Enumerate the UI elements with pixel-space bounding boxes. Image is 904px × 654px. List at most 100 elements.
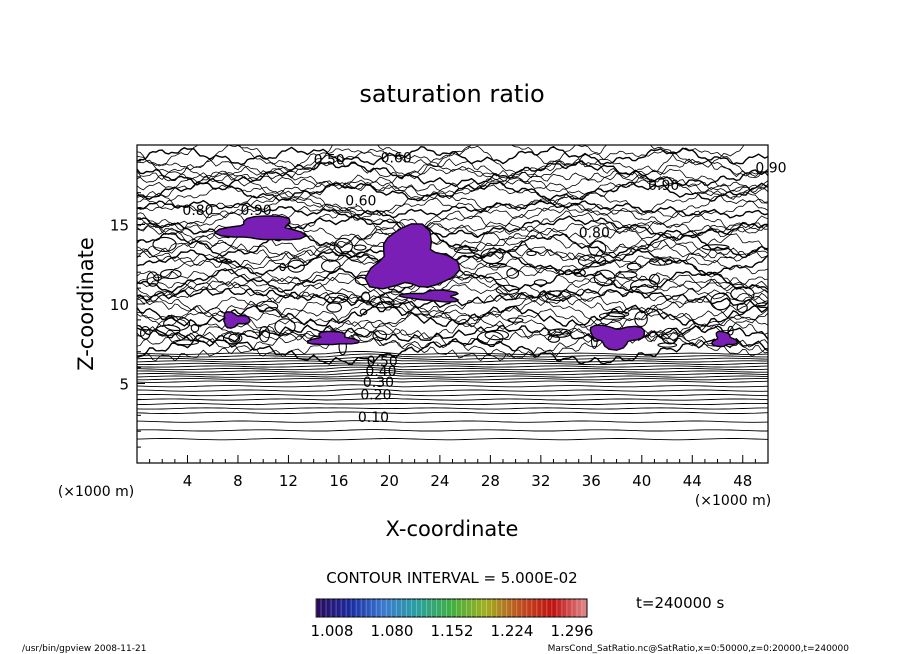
supersaturated-region <box>589 324 646 351</box>
contour-cell <box>287 259 305 273</box>
contour-line <box>137 429 768 432</box>
contour-line <box>137 364 768 368</box>
y-axis-ticks: 5 10 15 <box>110 160 145 448</box>
contour-line <box>137 407 768 410</box>
contour-line <box>137 378 768 381</box>
contour-line <box>137 374 768 378</box>
contour-cell <box>506 267 520 279</box>
contour-cell <box>215 257 228 263</box>
contour-line <box>137 359 768 363</box>
contour-line <box>137 145 768 177</box>
x-unit-label-left: (×1000 m) <box>58 484 134 500</box>
contour-cell <box>507 317 524 323</box>
contour-line <box>137 337 768 366</box>
contour-cell <box>547 334 561 343</box>
contour-cell <box>629 278 659 294</box>
contour-cell <box>163 316 191 332</box>
contour-cell <box>274 318 296 335</box>
contour-line <box>137 145 768 166</box>
footer-right: MarsCond_SatRatio.nc@SatRatio,x=0:50000,… <box>548 644 850 654</box>
contour-line <box>137 420 768 423</box>
contour-cell <box>454 246 479 254</box>
x-tick-label: 44 <box>683 472 702 490</box>
contour-label: 0.90 <box>240 203 271 219</box>
x-axis-ticks: 4 8 12 16 20 24 28 32 36 40 44 48 <box>149 455 756 490</box>
contour-cell <box>588 240 607 257</box>
contour-line <box>137 402 768 406</box>
x-tick-label: 48 <box>733 472 752 490</box>
contour-line <box>137 190 768 219</box>
contour-interval-text: CONTOUR INTERVAL = 5.000E-02 <box>326 569 577 587</box>
contour-cell <box>727 325 734 336</box>
supersaturated-region <box>364 223 461 290</box>
contour-cell <box>359 308 368 316</box>
contour-line <box>137 291 768 315</box>
contour-label: 0.60 <box>381 151 412 167</box>
contour-line <box>137 353 768 358</box>
contour-line <box>137 324 768 344</box>
contour-line <box>137 174 768 200</box>
contour-cell <box>634 311 648 328</box>
contour-line <box>137 393 768 397</box>
contour-cell <box>153 274 162 281</box>
contour-label: 0.80 <box>579 225 610 241</box>
y-tick-label: 15 <box>110 217 129 235</box>
contour-label: 0.40 <box>365 364 396 380</box>
contour-cell <box>190 323 200 333</box>
x-tick-label: 20 <box>380 472 399 490</box>
contour-line <box>137 294 768 322</box>
contour-line <box>137 388 768 392</box>
contour-cell <box>495 284 520 295</box>
contour-label: 0.90 <box>755 160 786 176</box>
contour-cell <box>279 262 286 272</box>
contour-cell <box>577 254 607 268</box>
contour-line <box>137 438 768 441</box>
contour-cell <box>615 271 638 279</box>
contour-line <box>137 198 768 230</box>
contour-line <box>137 366 768 371</box>
supersaturated-region <box>711 330 739 348</box>
contour-label: 0.30 <box>363 375 394 391</box>
x-tick-label: 28 <box>481 472 500 490</box>
contour-lines <box>137 145 768 441</box>
contour-line <box>137 160 768 188</box>
colorbar-tick-label: 1.296 <box>551 622 594 640</box>
x-tick-label: 4 <box>183 472 193 490</box>
x-tick-label: 32 <box>531 472 550 490</box>
contour-label: 0.60 <box>345 194 376 210</box>
supersaturated-regions <box>213 215 739 351</box>
contour-label: 0.20 <box>360 388 391 404</box>
contour-cell <box>593 269 616 287</box>
contour-cell <box>626 262 642 271</box>
contour-line <box>137 165 768 191</box>
chart-title: saturation ratio <box>359 80 544 108</box>
contour-line <box>137 238 768 261</box>
y-axis-label: Z-coordinate <box>74 237 98 371</box>
contour-cell <box>369 296 395 309</box>
contour-cell <box>139 326 151 340</box>
contour-cell <box>710 292 731 311</box>
contour-label: 0.90 <box>648 178 679 194</box>
contour-line <box>137 181 768 202</box>
y-tick-label: 10 <box>110 296 129 314</box>
x-unit-label-right: (×1000 m) <box>695 493 771 509</box>
contour-line <box>137 362 768 366</box>
contour-line <box>137 384 768 388</box>
contour-line <box>137 145 745 168</box>
contour-cell <box>701 244 730 251</box>
contour-cell <box>648 257 673 266</box>
contour-cell <box>353 244 367 251</box>
contour-cell <box>152 236 177 253</box>
contour-cell <box>484 329 510 341</box>
contour-cell <box>755 302 768 309</box>
colorbar-tick-label: 1.152 <box>431 622 474 640</box>
contour-cell <box>146 271 160 287</box>
contour-line <box>137 276 768 303</box>
contour-cell <box>228 333 241 343</box>
contour-line <box>137 398 768 401</box>
contour-cell <box>736 302 748 313</box>
contour-label: 0.50 <box>314 152 345 168</box>
colorbar-tick-label: 1.008 <box>311 622 354 640</box>
contour-cell <box>222 258 233 264</box>
x-tick-label: 16 <box>329 472 348 490</box>
